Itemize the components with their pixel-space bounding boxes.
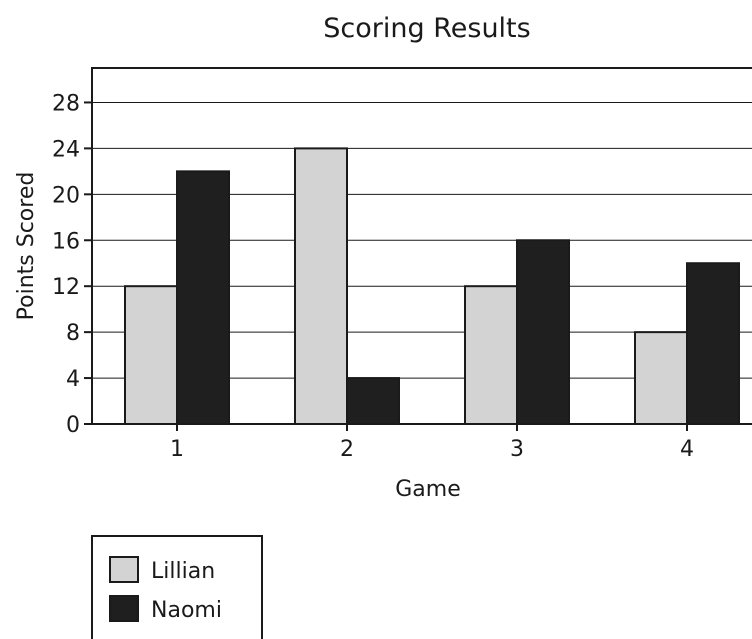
chart-title: Scoring Results — [323, 13, 530, 44]
x-axis-label: Game — [395, 477, 461, 502]
legend-swatch-naomi — [109, 595, 139, 622]
legend-box — [91, 535, 263, 639]
bar-lillian-game-3 — [464, 285, 518, 425]
x-tick-label-1: 1 — [170, 437, 184, 462]
y-tick-label-28: 28 — [52, 91, 80, 116]
bar-naomi-game-2 — [346, 377, 400, 425]
y-tick-label-4: 4 — [66, 367, 80, 392]
y-tick-label-20: 20 — [52, 183, 80, 208]
bar-lillian-game-2 — [294, 147, 348, 426]
bar-naomi-game-3 — [516, 239, 570, 425]
x-tick-label-4: 4 — [680, 437, 694, 462]
bar-naomi-game-4 — [686, 262, 740, 425]
x-tick-label-3: 3 — [510, 437, 524, 462]
bar-lillian-game-4 — [634, 331, 688, 425]
legend-swatch-lillian — [109, 556, 139, 583]
bar-lillian-game-1 — [124, 285, 178, 425]
y-tick-label-16: 16 — [52, 229, 80, 254]
y-tick-label-8: 8 — [66, 321, 80, 346]
legend: Lillian Naomi — [91, 535, 263, 639]
y-axis-label: Points Scored — [14, 172, 39, 321]
legend-label-naomi: Naomi — [151, 598, 222, 623]
y-tick-label-24: 24 — [52, 137, 80, 162]
y-tick-label-0: 0 — [66, 413, 80, 438]
legend-label-lillian: Lillian — [151, 559, 215, 584]
bars — [124, 147, 740, 426]
x-tick-label-2: 2 — [340, 437, 354, 462]
y-axis-ticks: 0 4 8 12 16 20 24 28 — [52, 91, 92, 438]
bar-naomi-game-1 — [176, 170, 230, 425]
plot-frame — [91, 67, 752, 425]
x-axis-ticks: 1 2 3 4 — [170, 424, 694, 462]
y-tick-label-12: 12 — [52, 275, 80, 300]
